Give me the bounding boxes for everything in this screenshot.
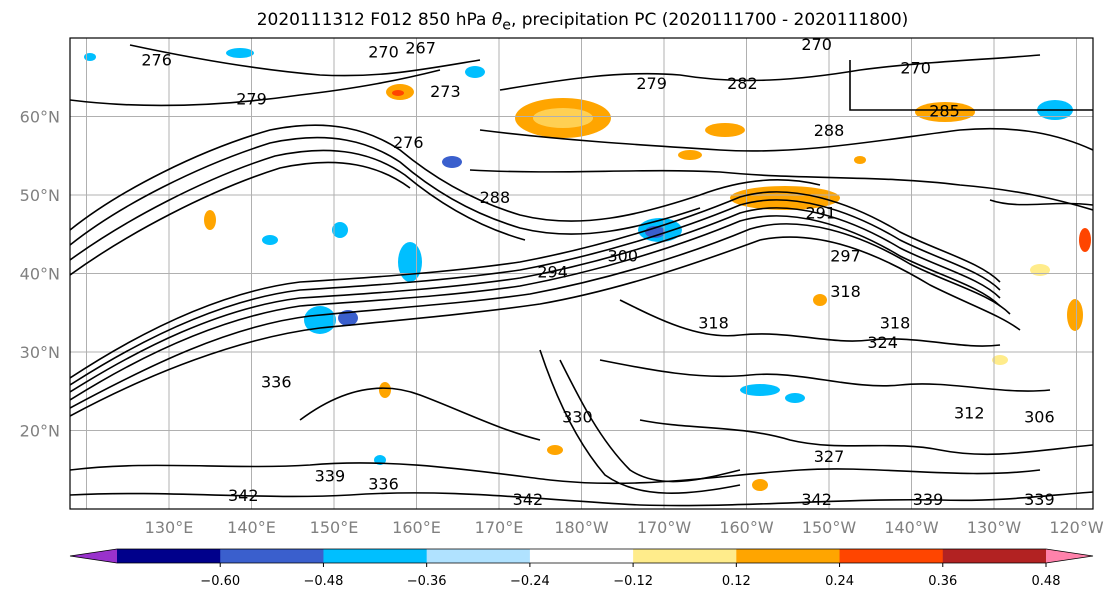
contour-value-label: 279 — [636, 74, 667, 93]
contour-value-label: 336 — [368, 474, 399, 493]
colorbar-segment — [839, 549, 944, 563]
colorbar-extend-max — [1046, 549, 1093, 563]
theta-e-contours — [70, 44, 1093, 507]
lon-tick-label: 130°W — [967, 518, 1022, 537]
colorbar-tick-label: −0.12 — [613, 574, 653, 589]
lon-tick-label: 120°W — [1049, 518, 1104, 537]
contour-value-label: 318 — [830, 282, 861, 301]
colorbar-tick-label: −0.24 — [510, 574, 550, 589]
contour-value-label: 312 — [954, 404, 985, 423]
contour-value-label: 318 — [698, 313, 729, 332]
map-frame — [69, 37, 1094, 510]
longitude-labels: 130°E 140°E 150°E 160°E 170°E 180°W 170°W 160°W… — [145, 518, 1104, 537]
lon-tick-label: 160°E — [392, 518, 441, 537]
lat-tick-label: 30°N — [20, 343, 60, 362]
colorbar-tick-label: 0.24 — [825, 574, 854, 589]
colorbar-extend-min — [70, 549, 117, 563]
contour-value-label: 276 — [141, 50, 172, 69]
contour-value-label: 330 — [562, 408, 593, 427]
contour-value-label: 342 — [801, 490, 832, 509]
lon-tick-label: 130°E — [145, 518, 194, 537]
colorbar-segment — [529, 549, 634, 563]
contour-value-label: 276 — [393, 133, 424, 152]
lon-tick-label: 140°E — [227, 518, 276, 537]
colorbar-tick-label: 0.48 — [1032, 574, 1061, 589]
contour-value-label: 267 — [405, 39, 436, 58]
contour-value-label: 270 — [801, 35, 832, 54]
lat-tick-label: 40°N — [20, 265, 60, 284]
contour-value-label: 270 — [900, 58, 931, 77]
colorbar-segment — [426, 549, 531, 563]
contour-value-label: 297 — [830, 247, 861, 266]
lon-tick-label: 150°E — [310, 518, 359, 537]
contour-value-label: 300 — [607, 247, 638, 266]
colorbar-tick-label: 0.36 — [928, 574, 957, 589]
colorbar-tick-label: −0.60 — [200, 574, 240, 589]
lon-tick-label: 170°W — [637, 518, 692, 537]
contour-labels: 276 270 267 273 279 279 282 270 270 276 285 288 288 2… — [141, 35, 1055, 509]
lat-tick-label: 50°N — [20, 186, 60, 205]
lon-tick-label: 170°E — [475, 518, 524, 537]
lon-tick-label: 150°W — [802, 518, 857, 537]
contour-value-label: 324 — [867, 333, 898, 352]
colorbar-segment — [323, 549, 428, 563]
colorbar-outline — [69, 548, 1094, 564]
contour-value-label: 342 — [513, 490, 544, 509]
precip-shading — [84, 48, 1091, 491]
contour-value-label: 342 — [228, 486, 259, 505]
colorbar-segment — [220, 549, 324, 563]
contour-value-label: 279 — [236, 90, 267, 109]
contour-value-label: 270 — [368, 43, 399, 62]
lon-tick-label: 160°W — [719, 518, 774, 537]
contour-value-label: 291 — [805, 204, 836, 223]
contour-value-label: 273 — [430, 82, 461, 101]
contour-value-label: 339 — [1024, 490, 1055, 509]
colorbar-segment — [117, 549, 221, 563]
contour-value-label: 336 — [261, 372, 292, 391]
colorbar-segment — [633, 549, 737, 563]
contour-value-label: 288 — [480, 188, 511, 207]
contour-value-label: 306 — [1024, 408, 1055, 427]
contour-value-label: 318 — [880, 313, 911, 332]
map-plot-area: 276 270 267 273 279 279 282 270 270 276 285 288 288 2… — [70, 35, 1093, 509]
contour-value-label: 282 — [727, 74, 758, 93]
contour-value-label: 327 — [814, 447, 845, 466]
latitude-labels: 60°N 50°N 40°N 30°N 20°N — [20, 108, 60, 441]
contour-value-label: 285 — [929, 102, 960, 121]
contour-value-label: 339 — [913, 490, 944, 509]
contour-value-label: 294 — [537, 262, 568, 281]
colorbar-segment — [942, 549, 1047, 563]
lon-tick-label: 180°W — [554, 518, 609, 537]
chart-title: 2020111312 F012 850 hPa θe, precipitatio… — [256, 10, 909, 34]
colorbar-tick-label: −0.36 — [407, 574, 447, 589]
colorbar-segment — [736, 549, 841, 563]
lat-tick-label: 20°N — [20, 422, 60, 441]
contour-value-label: 339 — [315, 467, 346, 486]
colorbar-tick-label: −0.48 — [304, 574, 344, 589]
colorbar: −0.60 −0.48 −0.36 −0.24 −0.12 0.12 0.24 0.36 0.4… — [69, 548, 1094, 589]
lon-tick-label: 140°W — [884, 518, 939, 537]
contour-value-label: 288 — [814, 121, 845, 140]
colorbar-tick-label: 0.12 — [722, 574, 751, 589]
lat-tick-label: 60°N — [20, 108, 60, 127]
